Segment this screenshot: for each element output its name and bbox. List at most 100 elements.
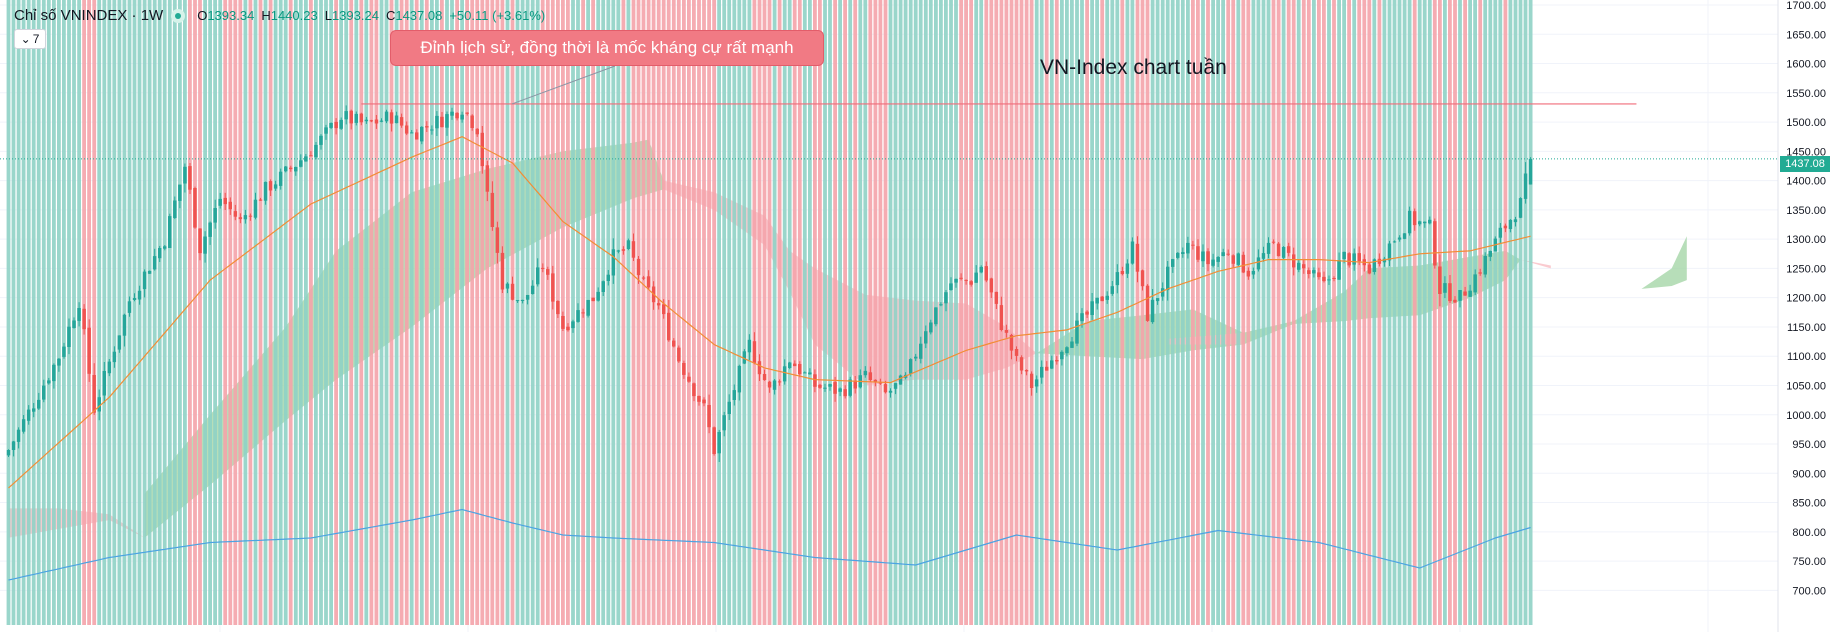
price-tick-label: 1700.00 bbox=[1786, 0, 1826, 12]
candle-body bbox=[1085, 311, 1089, 315]
volume-bar bbox=[1231, 0, 1236, 625]
candle-body bbox=[228, 201, 232, 210]
volume-bar bbox=[868, 0, 873, 625]
candle-body bbox=[1458, 290, 1462, 301]
symbol-title[interactable]: Chỉ số VNINDEX · 1W bbox=[14, 7, 164, 24]
candle-body bbox=[1080, 313, 1084, 322]
candle-body bbox=[1266, 242, 1271, 254]
volume-bar bbox=[1468, 0, 1472, 625]
volume-bar bbox=[465, 0, 469, 625]
volume-bar bbox=[1120, 0, 1125, 625]
candle-body bbox=[470, 115, 474, 128]
volume-bar bbox=[414, 0, 419, 625]
volume-bar bbox=[838, 0, 842, 625]
candle-body bbox=[898, 375, 903, 385]
volume-bar bbox=[419, 0, 424, 625]
volume-bar bbox=[1306, 0, 1311, 625]
candle-body bbox=[1418, 221, 1422, 225]
candle-body bbox=[248, 215, 253, 217]
candle-body bbox=[1070, 341, 1074, 348]
candle-body bbox=[646, 276, 651, 288]
volume-bar bbox=[188, 0, 192, 625]
volume-bar bbox=[384, 0, 389, 625]
candle-body bbox=[616, 250, 621, 252]
candle-body bbox=[833, 382, 837, 394]
candle-body bbox=[163, 246, 167, 249]
open-key: O bbox=[197, 8, 208, 23]
candle-body bbox=[1448, 283, 1452, 302]
candle-body bbox=[354, 113, 358, 123]
volume-bar bbox=[1443, 0, 1447, 625]
candle-body bbox=[1034, 379, 1039, 387]
candle-body bbox=[1508, 219, 1513, 229]
candle-body bbox=[107, 361, 112, 374]
volume-bar bbox=[1422, 0, 1427, 625]
price-axis[interactable]: 1700.00 1650.00 1600.00 1550.00 1500.00 1450.… bbox=[1777, 0, 1826, 632]
volume-bar bbox=[132, 0, 137, 625]
candle-body bbox=[480, 132, 484, 167]
candle-body bbox=[727, 401, 731, 414]
volume-bar bbox=[1281, 0, 1286, 625]
volume-bar bbox=[1483, 0, 1488, 625]
candle-body bbox=[445, 114, 449, 128]
volume-bar bbox=[31, 0, 36, 625]
candle-body bbox=[1029, 373, 1034, 388]
volume-bar bbox=[752, 0, 757, 625]
resistance-callout[interactable]: Đỉnh lịch sử, đồng thời là mốc kháng cự … bbox=[390, 30, 824, 66]
candle-body bbox=[954, 278, 958, 283]
candle-body bbox=[127, 301, 132, 313]
candle-body bbox=[208, 222, 212, 237]
candle-body bbox=[334, 121, 338, 129]
candle-body bbox=[435, 115, 439, 129]
candle-body bbox=[1186, 242, 1190, 254]
candle-body bbox=[1125, 263, 1130, 274]
volume-bar bbox=[1448, 0, 1452, 625]
candle-body bbox=[883, 384, 888, 393]
volume-bar bbox=[16, 0, 21, 625]
volume-bar bbox=[1034, 0, 1039, 625]
chart-annotation-title[interactable]: VN-Index chart tuần bbox=[1040, 56, 1227, 79]
candle-body bbox=[823, 387, 827, 389]
candle-body bbox=[919, 343, 923, 359]
volume-bar bbox=[409, 0, 414, 625]
volume-bar bbox=[1019, 0, 1024, 625]
price-tick-label: 1100.00 bbox=[1787, 351, 1826, 363]
volume-bar bbox=[1261, 0, 1266, 625]
candle-body bbox=[742, 351, 747, 364]
volume-bar bbox=[646, 0, 651, 625]
candle-body bbox=[112, 351, 117, 363]
volume-bar bbox=[540, 0, 545, 625]
volume-bar bbox=[949, 0, 953, 625]
candle-body bbox=[591, 297, 595, 302]
volume-bar bbox=[697, 0, 701, 625]
candle-body bbox=[1317, 272, 1321, 278]
volume-bar bbox=[1392, 0, 1397, 625]
candle-body bbox=[656, 303, 661, 306]
volume-bar bbox=[939, 0, 943, 625]
candle-body bbox=[1397, 237, 1402, 240]
indicator-toggle-button[interactable]: ⌄ 7 bbox=[14, 29, 46, 49]
volume-bar bbox=[923, 0, 928, 625]
candle-body bbox=[21, 419, 26, 432]
candle-body bbox=[1292, 254, 1296, 268]
candle-body bbox=[1065, 347, 1069, 354]
candle-body bbox=[1438, 266, 1442, 294]
candle-body bbox=[1045, 366, 1049, 371]
price-tick-label: 850.00 bbox=[1792, 498, 1826, 510]
volume-bar bbox=[928, 0, 933, 625]
candle-body bbox=[1206, 251, 1210, 265]
candle-body bbox=[641, 277, 646, 279]
volume-bar bbox=[687, 0, 691, 625]
volume-bar bbox=[1206, 0, 1210, 625]
candle-body bbox=[1347, 253, 1351, 266]
candle-body bbox=[1342, 251, 1346, 259]
candle-body bbox=[924, 331, 928, 344]
candle-body bbox=[808, 372, 812, 375]
volume-bar bbox=[314, 0, 318, 625]
candle-body bbox=[611, 249, 616, 276]
volume-bar bbox=[1170, 0, 1175, 625]
volume-bar bbox=[183, 0, 187, 625]
volume-bar bbox=[1367, 0, 1372, 625]
volume-bar bbox=[1498, 0, 1503, 625]
